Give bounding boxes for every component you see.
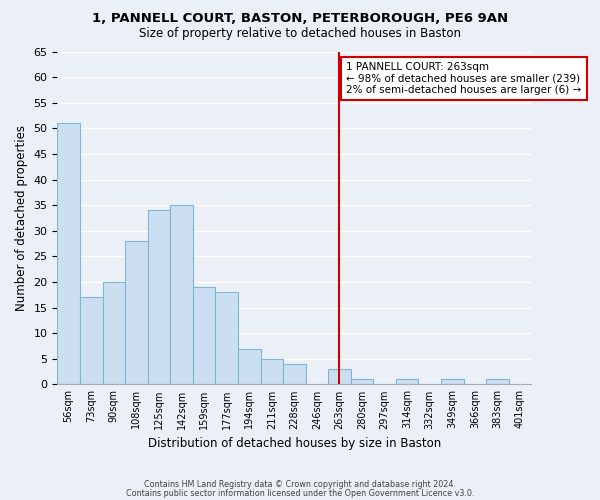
Bar [170,205,193,384]
Bar [351,380,373,384]
Text: 1, PANNELL COURT, BASTON, PETERBOROUGH, PE6 9AN: 1, PANNELL COURT, BASTON, PETERBOROUGH, … [92,12,508,26]
Bar [238,348,260,384]
Bar [441,380,464,384]
Bar [396,380,418,384]
Bar [328,369,351,384]
Bar [80,298,103,384]
Bar [215,292,238,384]
Text: Contains HM Land Registry data © Crown copyright and database right 2024.: Contains HM Land Registry data © Crown c… [144,480,456,489]
Bar [486,380,509,384]
Text: 1 PANNELL COURT: 263sqm
← 98% of detached houses are smaller (239)
2% of semi-de: 1 PANNELL COURT: 263sqm ← 98% of detache… [346,62,581,95]
Bar [103,282,125,384]
Text: Contains public sector information licensed under the Open Government Licence v3: Contains public sector information licen… [126,488,474,498]
Text: Size of property relative to detached houses in Baston: Size of property relative to detached ho… [139,28,461,40]
Bar [148,210,170,384]
Bar [283,364,305,384]
Bar [58,123,80,384]
Bar [125,241,148,384]
X-axis label: Distribution of detached houses by size in Baston: Distribution of detached houses by size … [148,437,441,450]
Bar [193,287,215,384]
Bar [260,359,283,384]
Y-axis label: Number of detached properties: Number of detached properties [15,125,28,311]
